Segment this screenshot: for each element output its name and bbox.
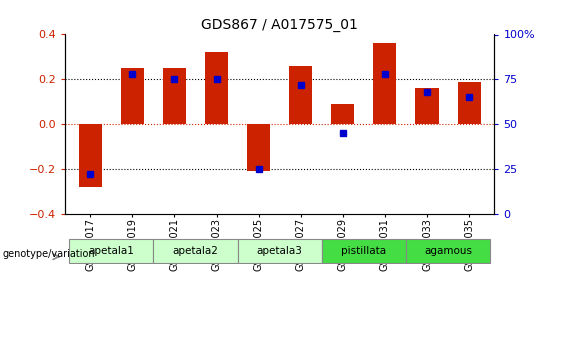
FancyBboxPatch shape	[153, 239, 237, 264]
Bar	[331, 104, 354, 124]
Title: GDS867 / A017575_01: GDS867 / A017575_01	[201, 18, 358, 32]
FancyBboxPatch shape	[406, 239, 490, 264]
Text: apetala1: apetala1	[88, 246, 134, 256]
Text: agamous: agamous	[424, 246, 472, 256]
FancyBboxPatch shape	[237, 239, 322, 264]
Bar	[79, 124, 102, 187]
Text: genotype/variation: genotype/variation	[3, 249, 95, 258]
Bar	[205, 52, 228, 124]
Bar	[415, 88, 438, 124]
Bar	[163, 68, 186, 124]
Text: pistillata: pistillata	[341, 246, 386, 256]
Bar	[458, 81, 481, 124]
Bar	[247, 124, 270, 171]
Text: apetala3: apetala3	[257, 246, 303, 256]
Bar	[121, 68, 144, 124]
FancyBboxPatch shape	[69, 239, 153, 264]
Text: apetala2: apetala2	[172, 246, 219, 256]
Bar	[373, 43, 397, 124]
Bar	[289, 66, 312, 124]
FancyBboxPatch shape	[322, 239, 406, 264]
